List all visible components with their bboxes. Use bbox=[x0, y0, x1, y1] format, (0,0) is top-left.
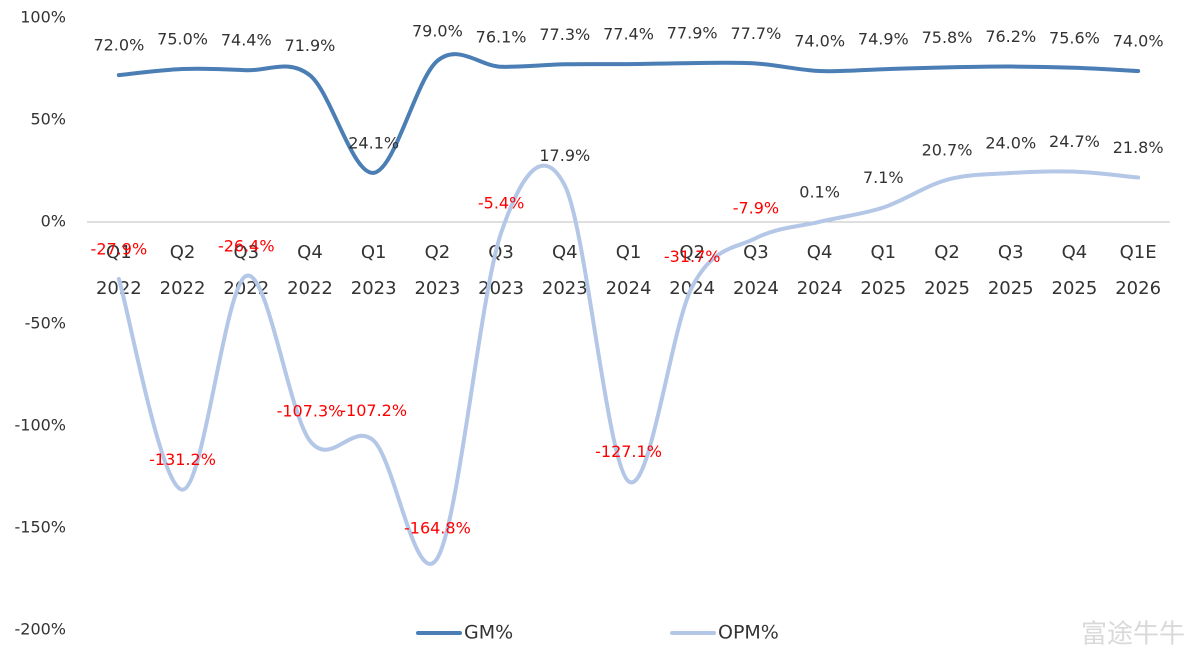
value-label: 0.1% bbox=[799, 182, 840, 201]
x-tick-label: Q4 bbox=[807, 242, 833, 263]
x-tick-label: Q1 bbox=[361, 242, 387, 263]
x-tick-label: 2024 bbox=[797, 278, 843, 299]
value-label: 74.0% bbox=[1113, 32, 1164, 51]
legend-label: OPM% bbox=[718, 622, 779, 644]
x-tick-label: Q2 bbox=[425, 242, 451, 263]
x-tick-label: Q1 bbox=[616, 242, 642, 263]
value-label: 79.0% bbox=[412, 21, 463, 40]
x-tick-label: Q1 bbox=[871, 242, 897, 263]
x-tick-label: 2025 bbox=[988, 278, 1034, 299]
value-label: 76.1% bbox=[476, 27, 527, 46]
x-tick-label: 2026 bbox=[1115, 278, 1161, 299]
value-label: 76.2% bbox=[985, 27, 1036, 46]
value-label: 71.9% bbox=[285, 36, 336, 55]
y-tick-label: 50% bbox=[30, 110, 66, 129]
value-label: -127.1% bbox=[595, 442, 662, 461]
series-line bbox=[116, 163, 1141, 566]
value-label: 21.8% bbox=[1113, 138, 1164, 157]
value-label: 24.0% bbox=[985, 134, 1036, 153]
value-label: 75.0% bbox=[157, 30, 208, 49]
x-tick-label: 2022 bbox=[160, 278, 206, 299]
x-tick-label: Q2 bbox=[170, 242, 196, 263]
x-tick-label: 2022 bbox=[287, 278, 333, 299]
x-tick-label: Q3 bbox=[233, 242, 259, 263]
x-tick-label: 2023 bbox=[542, 278, 588, 299]
legend-label: GM% bbox=[464, 622, 513, 644]
x-tick-label: 2025 bbox=[1052, 278, 1098, 299]
x-tick-label: 2025 bbox=[860, 278, 906, 299]
value-label: -31.7% bbox=[664, 247, 721, 266]
value-label: 24.1% bbox=[348, 133, 399, 152]
x-tick-label: 2025 bbox=[924, 278, 970, 299]
value-label: 74.4% bbox=[221, 31, 272, 50]
value-label: 7.1% bbox=[863, 168, 904, 187]
value-label: -7.9% bbox=[733, 199, 779, 218]
x-tick-label: Q2 bbox=[934, 242, 960, 263]
x-tick-label: 2022 bbox=[96, 278, 142, 299]
y-tick-label: 0% bbox=[41, 212, 66, 231]
x-tick-label: Q3 bbox=[743, 242, 769, 263]
x-tick-label: Q4 bbox=[297, 242, 323, 263]
y-tick-label: -100% bbox=[14, 416, 66, 435]
value-label: 77.3% bbox=[539, 25, 590, 44]
x-tick-label: Q2 bbox=[679, 242, 705, 263]
value-label: 17.9% bbox=[539, 146, 590, 165]
value-label: -26.4% bbox=[218, 236, 275, 255]
x-tick-label: Q4 bbox=[552, 242, 578, 263]
value-label: -164.8% bbox=[404, 519, 471, 538]
watermark: 富途牛牛 bbox=[1081, 620, 1185, 650]
y-tick-label: 100% bbox=[20, 8, 66, 27]
x-tick-label: 2024 bbox=[733, 278, 779, 299]
value-label: 74.9% bbox=[858, 30, 909, 49]
value-label: 74.0% bbox=[794, 32, 845, 51]
value-label: 75.6% bbox=[1049, 28, 1100, 47]
value-label: 77.9% bbox=[667, 24, 718, 43]
x-tick-label: 2023 bbox=[351, 278, 397, 299]
x-tick-label: Q1E bbox=[1120, 242, 1157, 263]
x-tick-label: Q4 bbox=[1062, 242, 1088, 263]
value-label: 77.4% bbox=[603, 25, 654, 44]
x-tick-label: 2024 bbox=[606, 278, 652, 299]
value-label: -131.2% bbox=[149, 450, 216, 469]
x-tick-label: Q1 bbox=[106, 242, 132, 263]
series-line bbox=[116, 52, 1141, 175]
value-label: 20.7% bbox=[922, 140, 973, 159]
value-label: -107.2% bbox=[340, 401, 407, 420]
value-label: 77.7% bbox=[730, 24, 781, 43]
value-label: 75.8% bbox=[922, 28, 973, 47]
y-tick-label: -150% bbox=[14, 518, 66, 537]
value-label: -27.9% bbox=[91, 239, 148, 258]
y-tick-label: -200% bbox=[14, 620, 66, 639]
value-label: 72.0% bbox=[93, 36, 144, 55]
value-label: -5.4% bbox=[478, 194, 524, 213]
x-tick-label: Q3 bbox=[998, 242, 1024, 263]
value-label: -107.3% bbox=[277, 401, 344, 420]
y-tick-label: -50% bbox=[25, 314, 66, 333]
x-tick-label: 2023 bbox=[414, 278, 460, 299]
value-label: 24.7% bbox=[1049, 132, 1100, 151]
